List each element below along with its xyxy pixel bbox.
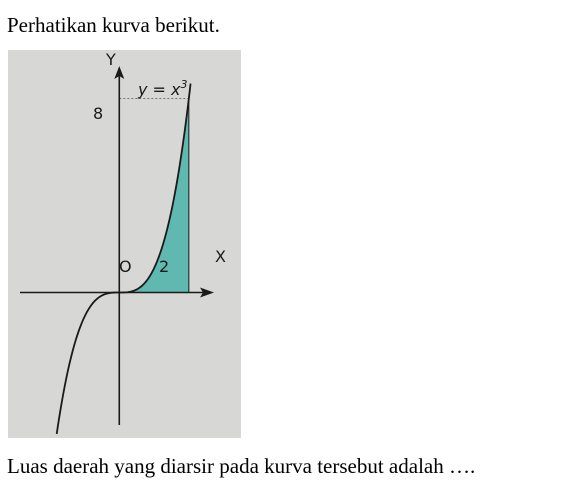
cubic-curve-figure: Y X O 2 8 y = x3 — [8, 50, 241, 438]
problem-question: Luas daerah yang diarsir pada kurva ters… — [7, 453, 475, 479]
x-axis-label: X — [215, 247, 226, 266]
y-tick-label-8: 8 — [93, 104, 103, 123]
curve-equation-label: y = x3 — [137, 78, 188, 99]
problem-intro: Perhatikan kurva berikut. — [7, 12, 220, 38]
cubic-curve-plot: Y X O 2 8 y = x3 — [8, 50, 241, 438]
x-tick-label-2: 2 — [159, 257, 169, 276]
y-axis-label: Y — [105, 50, 116, 69]
origin-label: O — [119, 257, 132, 276]
